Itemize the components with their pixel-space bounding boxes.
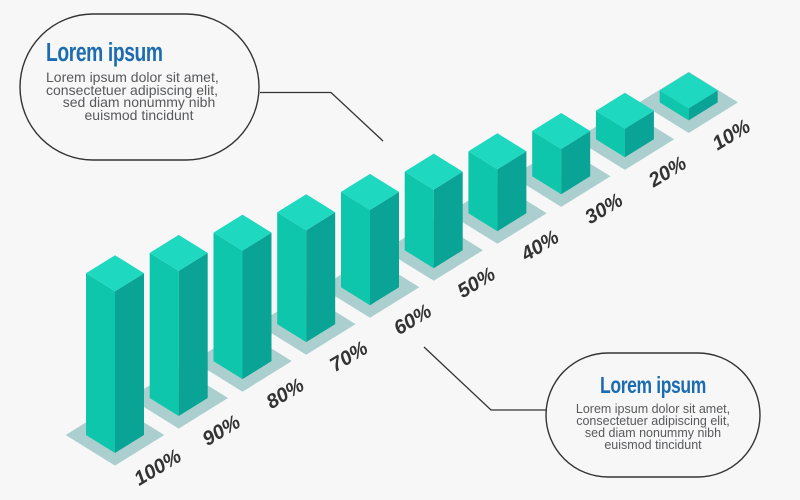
svg-text:euismod tincidunt: euismod tincidunt [604,438,702,452]
svg-text:euismod tincidunt: euismod tincidunt [85,107,194,123]
svg-text:Lorem ipsum: Lorem ipsum [46,37,163,67]
svg-text:Lorem ipsum: Lorem ipsum [600,373,706,399]
